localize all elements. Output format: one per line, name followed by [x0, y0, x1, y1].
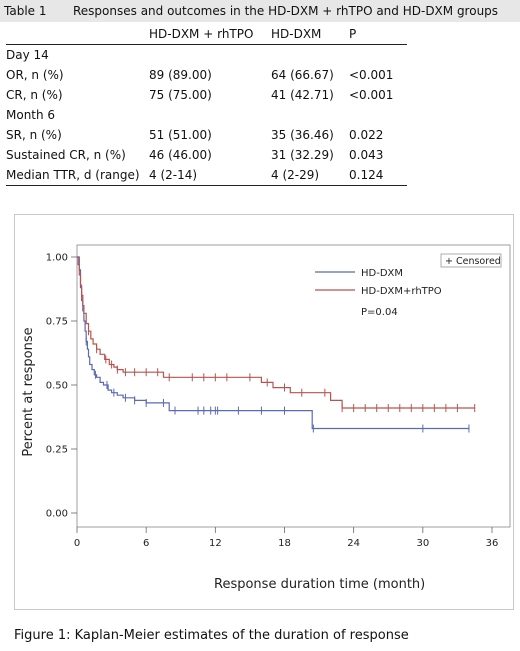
cell-hd-dxm-value: 31 (32.29) [271, 148, 334, 162]
km-curve-hd-dxm [77, 256, 469, 430]
header-cell-p: P [349, 26, 357, 41]
cell-rhtpo-value: 89 (89.00) [149, 68, 212, 82]
chart-legend: + Censored HD-DXM HD-DXM+rhTPO P=0.04 [315, 253, 502, 318]
chart-curves [77, 256, 476, 433]
row-label: OR, n (%) [6, 68, 64, 82]
legend-label-hd-dxm-rhtpo: HD-DXM+rhTPO [361, 286, 442, 297]
plot-frame [76, 244, 511, 528]
y-tick-label: 0.25 [46, 445, 68, 456]
cell-hd-dxm-value: 35 (36.46) [271, 128, 334, 142]
x-tick-label: 12 [209, 538, 222, 549]
table-row: OR, n (%) 89 (89.00) 64 (66.67) <0.001 [6, 65, 407, 85]
y-axis-label: Percent at response [21, 327, 36, 456]
y-tick-label: 1.00 [46, 253, 68, 264]
cell-p-value: 0.022 [349, 128, 384, 142]
cell-hd-dxm-value: 4 (2-29) [271, 168, 320, 182]
censored-legend-box [440, 253, 502, 268]
table-row: Median TTR, d (range) 4 (2-14) 4 (2-29) … [6, 165, 407, 186]
x-tick-label: 0 [74, 538, 80, 549]
cell-rhtpo-value: 46 (46.00) [149, 148, 212, 162]
header-cell-hd-dxm-rhtpo: HD-DXM + rhTPO [149, 26, 254, 41]
cell-p-value: 0.124 [349, 168, 384, 182]
header-cell-hd-dxm: HD-DXM [271, 26, 322, 41]
cell-rhtpo-value: 75 (75.00) [149, 88, 212, 102]
row-label: SR, n (%) [6, 128, 62, 142]
y-tick-label: 0.00 [46, 509, 68, 520]
header-cell-empty [6, 23, 149, 45]
table-row: SR, n (%) 51 (51.00) 35 (36.46) 0.022 [6, 125, 407, 145]
table-section-row: Month 6 [6, 105, 407, 125]
cell-p-value: <0.001 [349, 88, 394, 102]
km-curve-hd-dxm-rhtpo [77, 256, 475, 409]
chart-axes [76, 244, 511, 528]
figure-frame: 0 6 12 18 24 30 36 0.00 0.25 0.50 0.75 1.00 + Censo… [14, 214, 514, 610]
cell-rhtpo-value: 51 (51.00) [149, 128, 212, 142]
cell-p-value: 0.043 [349, 148, 384, 162]
table-caption: Responses and outcomes in the HD-DXM + r… [73, 4, 499, 18]
cell-hd-dxm-value: 41 (42.71) [271, 88, 334, 102]
table-row: CR, n (%) 75 (75.00) 41 (42.71) <0.001 [6, 85, 407, 105]
x-tick-label: 30 [416, 538, 429, 549]
row-label: Sustained CR, n (%) [6, 148, 126, 162]
chart-ticks: 0 6 12 18 24 30 36 0.00 0.25 0.50 0.75 1.00 [46, 253, 499, 550]
row-label: Median TTR, d (range) [6, 168, 140, 182]
p-value-label: P=0.04 [361, 307, 398, 318]
censored-legend-label: + Censored [445, 256, 501, 267]
table-section-row: Day 14 [6, 45, 407, 66]
section-label: Day 14 [6, 48, 49, 62]
figure-caption: Figure 1: Kaplan-Meier estimates of the … [14, 628, 409, 643]
table-title-bar: Table 1 Responses and outcomes in the HD… [0, 0, 520, 22]
results-table: HD-DXM + rhTPO HD-DXM P Day 14 OR, n (%)… [6, 23, 407, 186]
x-tick-label: 24 [347, 538, 360, 549]
cell-hd-dxm-value: 64 (66.67) [271, 68, 334, 82]
x-tick-label: 18 [278, 538, 291, 549]
y-tick-label: 0.75 [46, 317, 68, 328]
x-tick-label: 36 [486, 538, 499, 549]
legend-label-hd-dxm: HD-DXM [361, 268, 403, 279]
table-number: Table 1 [4, 4, 47, 18]
row-label: CR, n (%) [6, 88, 63, 102]
cell-p-value: <0.001 [349, 68, 394, 82]
section-label: Month 6 [6, 108, 56, 122]
y-tick-label: 0.50 [46, 381, 68, 392]
x-tick-label: 6 [143, 538, 149, 549]
table-row: Sustained CR, n (%) 46 (46.00) 31 (32.29… [6, 145, 407, 165]
table-header-row: HD-DXM + rhTPO HD-DXM P [6, 23, 407, 45]
cell-rhtpo-value: 4 (2-14) [149, 168, 198, 182]
x-axis-label: Response duration time (month) [214, 577, 425, 592]
kaplan-meier-chart: 0 6 12 18 24 30 36 0.00 0.25 0.50 0.75 1.00 + Censo… [21, 244, 511, 592]
